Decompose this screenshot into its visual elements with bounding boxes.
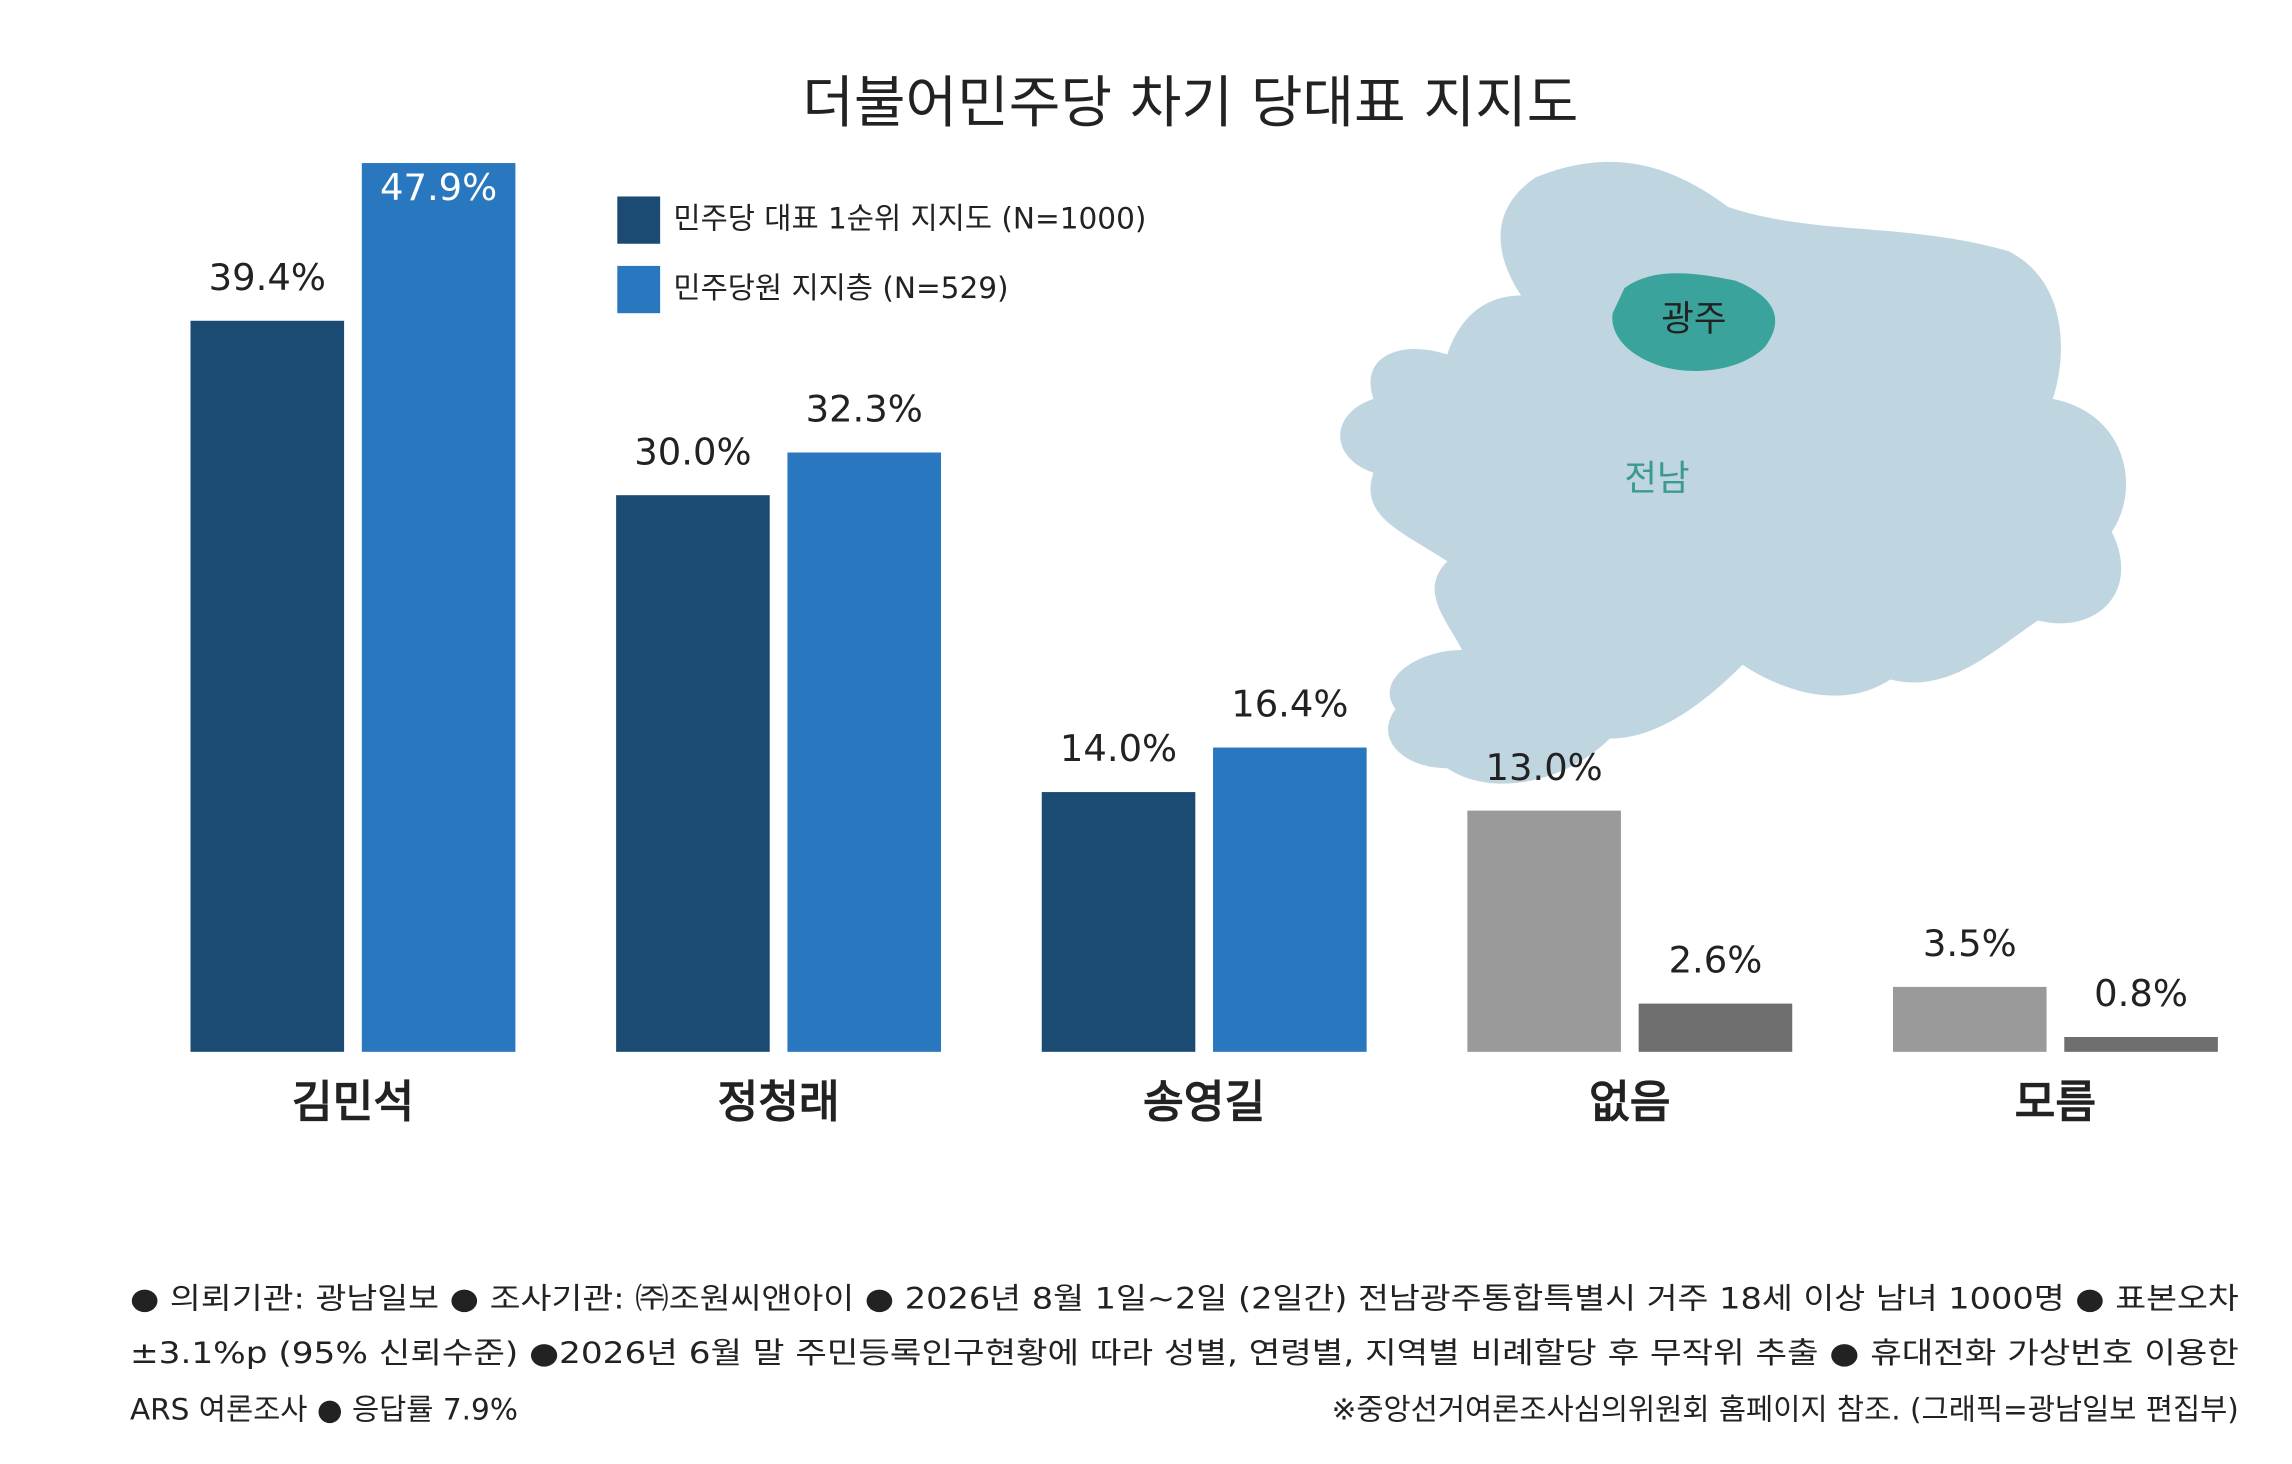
- bar: [1041, 792, 1196, 1052]
- region-gwangju: [1612, 273, 1776, 371]
- map: 광주 전남: [1340, 161, 2127, 784]
- footnote-line: ※중앙선거여론조사심의위원회 홈페이지 참조. (그래픽=광남일보 편집부): [1332, 1392, 2239, 1426]
- x-tick-label: 없음: [1589, 1077, 1671, 1128]
- data-label: 2.6%: [1669, 939, 1763, 982]
- legend-label: 민주당원 지지층 (N=529): [673, 271, 1008, 305]
- map-label: 전남: [1624, 458, 1689, 499]
- bar: [1892, 986, 2047, 1052]
- footnote: ● 의뢰기관: 광남일보 ● 조사기관: ㈜조원씨앤아이 ● 2026년 8월 …: [130, 1282, 2239, 1427]
- x-tick-label: 모름: [2015, 1077, 2097, 1128]
- data-label: 30.0%: [634, 430, 751, 473]
- x-tick-label: 정청래: [717, 1077, 839, 1128]
- bar: [2064, 1036, 2218, 1052]
- data-label: 13.0%: [1486, 746, 1603, 789]
- bar: [1467, 810, 1621, 1052]
- map-label: 광주: [1661, 299, 1726, 340]
- bar: [1213, 747, 1367, 1052]
- bar: [1638, 1003, 1793, 1052]
- data-label: 39.4%: [209, 256, 326, 299]
- footnote-line: ARS 여론조사 ● 응답률 7.9%: [130, 1392, 518, 1426]
- region-jeonnam: [1340, 161, 2127, 784]
- x-tick-label: 김민석: [292, 1077, 414, 1128]
- x-tick-label: 송영길: [1143, 1077, 1265, 1128]
- bar: [787, 452, 942, 1052]
- chart-title: 더불어민주당 차기 당대표 지지도: [802, 71, 1578, 136]
- bar: [361, 163, 516, 1052]
- legend-label: 민주당 대표 1순위 지지도 (N=1000): [673, 202, 1146, 236]
- data-label: 3.5%: [1923, 922, 2017, 965]
- data-label: 16.4%: [1231, 683, 1348, 726]
- data-label: 32.3%: [806, 388, 923, 431]
- footnote-line: ● 의뢰기관: 광남일보 ● 조사기관: ㈜조원씨앤아이 ● 2026년 8월 …: [130, 1282, 2239, 1316]
- data-label: 14.0%: [1060, 727, 1177, 770]
- legend-swatch: [617, 196, 661, 244]
- bar: [616, 495, 770, 1052]
- data-label: 0.8%: [2094, 972, 2188, 1015]
- data-label: 47.9%: [380, 166, 497, 209]
- footnote-line: ±3.1%p (95% 신뢰수준) ●2026년 6월 말 주민등록인구현황에 …: [130, 1336, 2239, 1370]
- legend-swatch: [617, 265, 661, 314]
- bar: [190, 320, 345, 1052]
